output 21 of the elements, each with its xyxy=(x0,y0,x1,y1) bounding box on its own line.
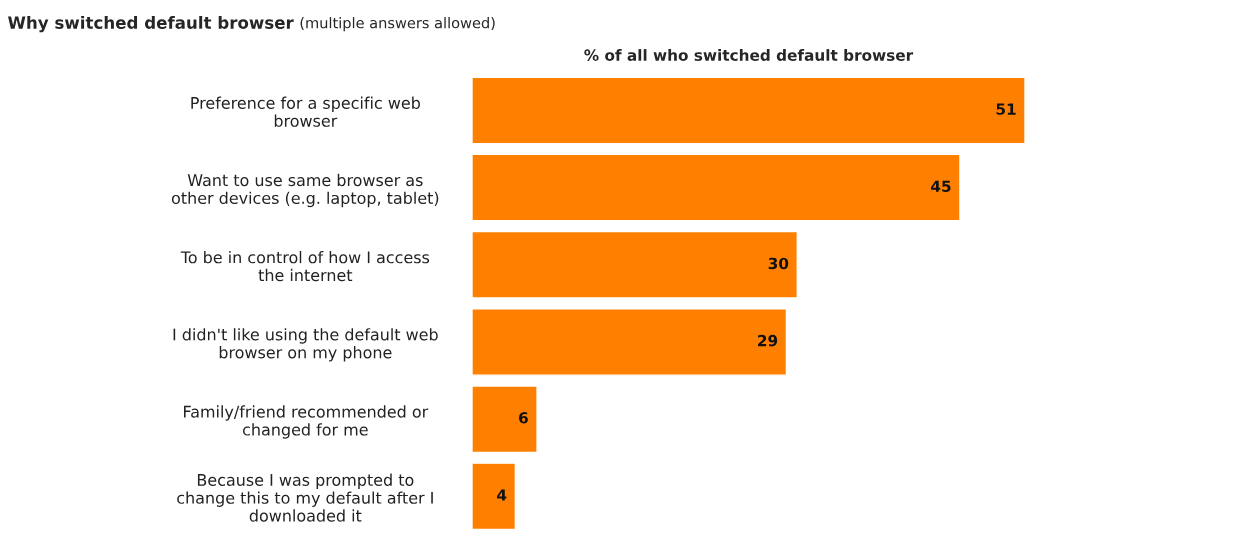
data-label: 29 xyxy=(758,334,778,347)
bar xyxy=(472,76,1025,145)
chart-subtitle: (multiple answers allowed) xyxy=(300,17,495,32)
data-label: 30 xyxy=(768,257,789,270)
data-label: 51 xyxy=(996,103,1016,115)
bar xyxy=(472,153,961,222)
bar xyxy=(472,308,788,376)
data-label: 6 xyxy=(519,412,528,424)
bar xyxy=(472,385,538,454)
x-axis-title: % of all who switched default browser xyxy=(584,49,914,61)
y-tick-label: Want to use same browser as other devices (e.g. laptop, tablet) xyxy=(171,173,439,208)
data-label: 4 xyxy=(497,489,507,501)
y-tick-label: I didn't like using the default web browser on my phone xyxy=(173,328,438,362)
y-tick-label: Family/friend recommended or changed for me xyxy=(184,405,429,439)
y-tick-label: Because I was prompted to change this to my default after I downloaded it xyxy=(177,473,433,522)
y-tick-label: Preference for a specific web browser xyxy=(191,96,420,127)
y-tick-label: To be in control of how I access the internet xyxy=(180,250,430,282)
text: Why switched default browser xyxy=(8,15,294,33)
bar xyxy=(472,230,798,299)
data-label: 45 xyxy=(931,180,951,193)
bar xyxy=(472,462,517,531)
